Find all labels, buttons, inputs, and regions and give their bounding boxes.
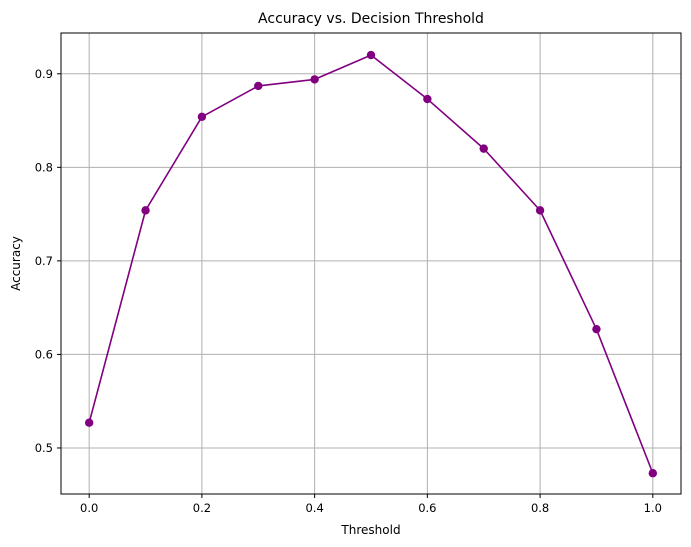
grid-layer [61, 33, 681, 494]
axes-frame [60, 32, 682, 495]
x-tick-label: 0.6 [418, 501, 436, 515]
chart-title: Accuracy vs. Decision Threshold [258, 11, 484, 27]
x-tick-label: 0.8 [531, 501, 549, 515]
series-line [88, 54, 654, 474]
y-tick-label: 0.9 [35, 67, 53, 81]
y-tick-label: 0.7 [35, 254, 53, 268]
x-tick-label: 0.0 [80, 501, 98, 515]
y-tick-label: 0.5 [35, 441, 53, 455]
data-point [84, 418, 94, 427]
ticks-layer: 0.0 0.2 0.4 0.6 0.8 1.0 0.5 0.6 0.7 0.8 0.9 [35, 67, 662, 515]
y-tick-label: 0.8 [35, 160, 53, 174]
x-tick-label: 0.2 [193, 501, 211, 515]
data-point [366, 50, 376, 60]
x-tick-label: 1.0 [644, 501, 662, 515]
data-point [479, 144, 488, 153]
data-point [141, 206, 150, 215]
data-point [423, 94, 432, 104]
plot-frame [60, 32, 682, 495]
data-point [254, 81, 263, 91]
series-layer [84, 50, 658, 478]
data-point [592, 324, 601, 334]
x-axis-label: Threshold [340, 523, 400, 537]
y-tick-label: 0.6 [35, 347, 53, 361]
data-point [535, 206, 545, 215]
data-point [197, 112, 207, 122]
y-axis-label: Accuracy [9, 236, 23, 291]
data-point [648, 469, 658, 478]
data-point [310, 75, 319, 84]
x-tick-label: 0.4 [305, 501, 323, 515]
